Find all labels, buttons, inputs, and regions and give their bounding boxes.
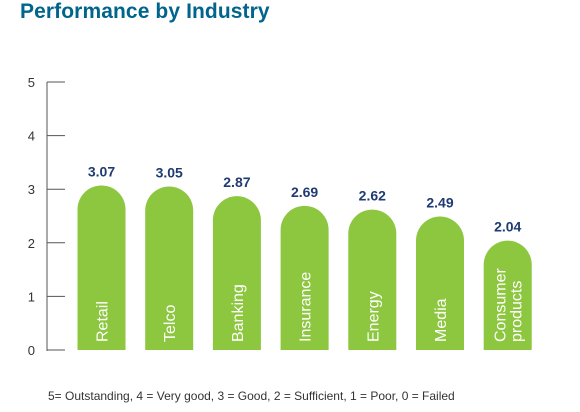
bar-value-label: 2.04 — [494, 219, 521, 235]
y-tick-label: 3 — [28, 182, 35, 197]
bar — [77, 185, 126, 350]
y-tick-label: 4 — [28, 129, 35, 144]
bar-value-label: 2.87 — [223, 174, 250, 190]
category-label: Consumer — [493, 268, 510, 342]
y-tick-label: 0 — [28, 343, 35, 358]
bar-value-label: 3.05 — [156, 165, 183, 181]
bar-value-label: 2.62 — [359, 188, 386, 204]
bar — [145, 186, 194, 350]
bar-value-label: 2.49 — [426, 195, 453, 211]
bar — [212, 196, 261, 350]
y-tick-label: 5 — [28, 75, 35, 90]
category-label: Insurance — [298, 272, 315, 342]
category-label: Retail — [95, 301, 112, 342]
bar — [348, 209, 397, 350]
bar — [416, 216, 464, 350]
rating-scale-footnote: 5= Outstanding, 4 = Very good, 3 = Good,… — [48, 389, 455, 403]
category-label: Telco — [162, 305, 179, 342]
y-tick-label: 1 — [28, 289, 35, 304]
chart-title: Performance by Industry — [20, 0, 270, 23]
category-label: products — [509, 281, 526, 342]
bar-value-label: 3.07 — [88, 163, 115, 179]
category-label: Banking — [230, 284, 247, 342]
y-tick-label: 2 — [28, 236, 35, 251]
category-label: Media — [433, 298, 450, 342]
bar — [483, 240, 532, 350]
category-label: Energy — [365, 291, 382, 342]
bar-value-label: 2.69 — [291, 184, 318, 200]
bar — [280, 205, 329, 350]
